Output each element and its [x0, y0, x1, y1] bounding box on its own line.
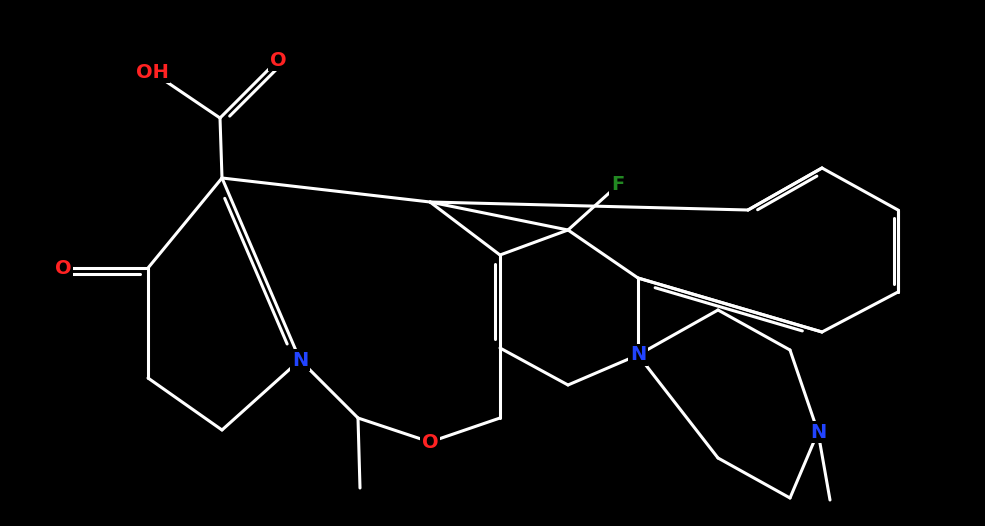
Text: N: N: [810, 422, 826, 441]
Text: O: O: [55, 258, 71, 278]
Text: N: N: [629, 346, 646, 365]
Text: OH: OH: [136, 63, 168, 82]
Text: O: O: [422, 432, 438, 451]
Text: F: F: [612, 176, 624, 195]
Text: O: O: [270, 50, 287, 69]
Text: N: N: [292, 350, 308, 369]
